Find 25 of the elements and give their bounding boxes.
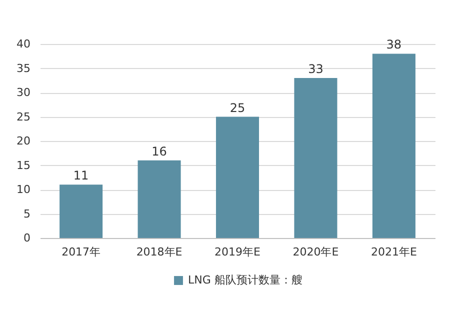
bar [372, 54, 416, 238]
y-tick-label: 25 [16, 110, 30, 124]
y-tick-label: 40 [16, 38, 30, 50]
data-label: 11 [73, 168, 89, 183]
y-tick-label: 10 [16, 183, 30, 196]
bar [216, 116, 260, 238]
data-label: 16 [152, 144, 167, 158]
x-tick-label: 2021年E [370, 246, 417, 258]
data-label: 33 [308, 62, 324, 76]
data-label: 38 [386, 38, 402, 52]
x-tick-label: 2018年E [136, 246, 182, 258]
bar [138, 160, 181, 238]
y-tick-label: 30 [16, 86, 30, 99]
y-tick-label: 5 [24, 207, 30, 220]
legend-label: LNG 船队预计数量：艘 [188, 274, 302, 286]
data-label: 25 [230, 100, 246, 115]
x-tick-label: 2017年 [62, 246, 101, 258]
y-tick-label: 15 [16, 158, 30, 172]
x-tick-label: 2019年E [214, 246, 261, 258]
x-tick-label: 2020年E [292, 246, 339, 258]
y-tick-label: 20 [16, 134, 30, 148]
y-tick-label: 0 [24, 232, 30, 244]
y-tick-label: 35 [16, 62, 30, 75]
bar [60, 184, 103, 238]
bar [294, 78, 338, 238]
